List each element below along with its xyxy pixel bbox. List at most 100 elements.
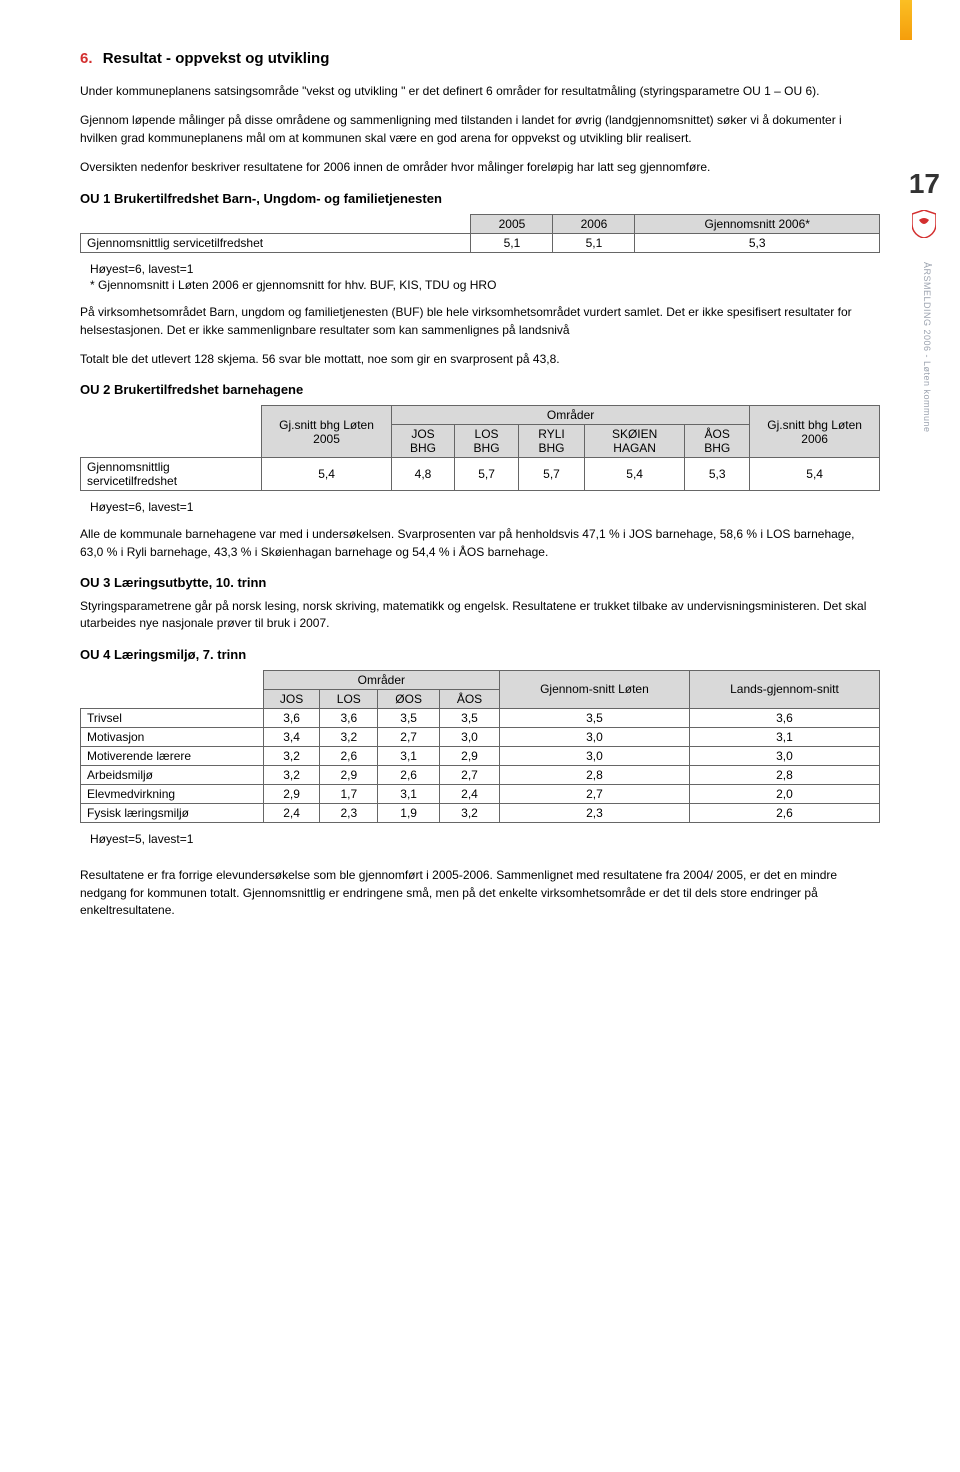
intro-para-1: Under kommuneplanens satsingsområde "vek… <box>80 83 880 100</box>
document-page: 17 ÅRSMELDING 2006 - Løten kommune 6. Re… <box>0 0 960 1472</box>
cell: 3,5 <box>440 708 500 727</box>
cell: 3,6 <box>689 708 879 727</box>
table-row: Gjennomsnittlig servicetilfredshet 5,4 4… <box>81 458 880 491</box>
row-label: Fysisk læringsmiljø <box>81 803 264 822</box>
cell: 4,8 <box>391 458 454 491</box>
table-row: Motivasjon3,43,22,73,03,03,1 <box>81 727 880 746</box>
col-gjsnitt-loten: Gjennom-snitt Løten <box>499 670 689 708</box>
cell: 3,2 <box>320 727 378 746</box>
ou2-heading: OU 2 Brukertilfredshet barnehagene <box>80 382 880 397</box>
cell: 5,7 <box>518 458 584 491</box>
ou1-notes: Høyest=6, lavest=1 * Gjennomsnitt i Løte… <box>90 261 880 295</box>
ou4-table: Områder Gjennom-snitt Løten Lands-gjenno… <box>80 670 880 823</box>
empty-header <box>81 406 262 458</box>
table-row: Arbeidsmiljø3,22,92,62,72,82,8 <box>81 765 880 784</box>
cell: 5,3 <box>685 458 750 491</box>
cell: 2,9 <box>320 765 378 784</box>
col-los: LOS BHG <box>455 425 519 458</box>
empty-header <box>81 214 471 233</box>
table-row: Gjennomsnittlig servicetilfredshet 5,1 5… <box>81 233 880 252</box>
table-header-row: Områder Gjennom-snitt Løten Lands-gjenno… <box>81 670 880 689</box>
cell: 3,2 <box>440 803 500 822</box>
ou2-table: Gj.snitt bhg Løten 2005 Områder Gj.snitt… <box>80 405 880 491</box>
cell: 5,3 <box>635 233 880 252</box>
row-label: Arbeidsmiljø <box>81 765 264 784</box>
section-title-text: Resultat - oppvekst og utvikling <box>103 50 330 67</box>
col-avg-2006: Gjennomsnitt 2006* <box>635 214 880 233</box>
col-aos: ÅOS <box>440 689 500 708</box>
cell: 2,9 <box>440 746 500 765</box>
ou4-heading: OU 4 Læringsmiljø, 7. trinn <box>80 647 880 662</box>
cell: 3,6 <box>263 708 320 727</box>
ou1-note2: * Gjennomsnitt i Løten 2006 er gjennomsn… <box>90 277 880 294</box>
table-header-row: Gj.snitt bhg Løten 2005 Områder Gj.snitt… <box>81 406 880 425</box>
section-number: 6. <box>80 50 93 67</box>
col-gjsnitt-2006: Gj.snitt bhg Løten 2006 <box>750 406 880 458</box>
cell: 2,8 <box>689 765 879 784</box>
col-jos: JOS <box>263 689 320 708</box>
row-label: Motiverende lærere <box>81 746 264 765</box>
cell: 3,0 <box>499 727 689 746</box>
cell: 2,8 <box>499 765 689 784</box>
col-oos: ØOS <box>378 689 440 708</box>
ou1-heading: OU 1 Brukertilfredshet Barn-, Ungdom- og… <box>80 191 880 206</box>
vertical-caption: ÅRSMELDING 2006 - Løten kommune <box>922 262 932 433</box>
ou1-note1: Høyest=6, lavest=1 <box>90 261 880 278</box>
cell: 5,7 <box>455 458 519 491</box>
col-omrader: Områder <box>391 406 749 425</box>
cell: 2,3 <box>499 803 689 822</box>
col-skoien: SKØIEN HAGAN <box>585 425 685 458</box>
ou2-para: Alle de kommunale barnehagene var med i … <box>80 526 880 561</box>
ou4-note: Høyest=5, lavest=1 <box>90 831 880 848</box>
cell: 3,4 <box>263 727 320 746</box>
table-row: Elevmedvirkning2,91,73,12,42,72,0 <box>81 784 880 803</box>
cell: 2,7 <box>499 784 689 803</box>
cell: 5,1 <box>471 233 553 252</box>
cell: 2,4 <box>263 803 320 822</box>
shield-icon <box>912 210 936 238</box>
ou1-table: 2005 2006 Gjennomsnitt 2006* Gjennomsnit… <box>80 214 880 253</box>
cell: 5,4 <box>585 458 685 491</box>
ou1-para2: Totalt ble det utlevert 128 skjema. 56 s… <box>80 351 880 368</box>
ou1-rowlabel: Gjennomsnittlig servicetilfredshet <box>81 233 471 252</box>
ou2-note: Høyest=6, lavest=1 <box>90 499 880 516</box>
cell: 2,6 <box>689 803 879 822</box>
ou4-para: Resultatene er fra forrige elevundersøke… <box>80 867 880 919</box>
empty-header <box>81 670 264 708</box>
cell: 3,1 <box>378 746 440 765</box>
page-number: 17 <box>909 168 940 200</box>
col-2006: 2006 <box>553 214 635 233</box>
cell: 3,2 <box>263 746 320 765</box>
cell: 3,1 <box>378 784 440 803</box>
col-2005: 2005 <box>471 214 553 233</box>
ou2-rowlabel: Gjennomsnittlig servicetilfredshet <box>81 458 262 491</box>
ou1-para1: På virksomhetsområdet Barn, ungdom og fa… <box>80 304 880 339</box>
col-landsgjsnitt: Lands-gjennom-snitt <box>689 670 879 708</box>
cell: 2,7 <box>440 765 500 784</box>
ou3-para: Styringsparametrene går på norsk lesing,… <box>80 598 880 633</box>
row-label: Motivasjon <box>81 727 264 746</box>
intro-para-3: Oversikten nedenfor beskriver resultaten… <box>80 159 880 176</box>
col-aos: ÅOS BHG <box>685 425 750 458</box>
cell: 5,4 <box>750 458 880 491</box>
cell: 3,1 <box>689 727 879 746</box>
cell: 3,0 <box>689 746 879 765</box>
col-gjsnitt-2005: Gj.snitt bhg Løten 2005 <box>262 406 392 458</box>
cell: 2,7 <box>378 727 440 746</box>
table-row: Fysisk læringsmiljø2,42,31,93,22,32,6 <box>81 803 880 822</box>
cell: 2,4 <box>440 784 500 803</box>
col-ryli: RYLI BHG <box>518 425 584 458</box>
corner-accent <box>900 0 912 40</box>
cell: 2,9 <box>263 784 320 803</box>
cell: 3,6 <box>320 708 378 727</box>
cell: 2,6 <box>320 746 378 765</box>
col-jos: JOS BHG <box>391 425 454 458</box>
col-omrader: Områder <box>263 670 499 689</box>
cell: 1,9 <box>378 803 440 822</box>
section-heading: 6. Resultat - oppvekst og utvikling <box>80 50 880 67</box>
col-los: LOS <box>320 689 378 708</box>
intro-para-2: Gjennom løpende målinger på disse område… <box>80 112 880 147</box>
cell: 3,0 <box>499 746 689 765</box>
row-label: Trivsel <box>81 708 264 727</box>
cell: 2,0 <box>689 784 879 803</box>
